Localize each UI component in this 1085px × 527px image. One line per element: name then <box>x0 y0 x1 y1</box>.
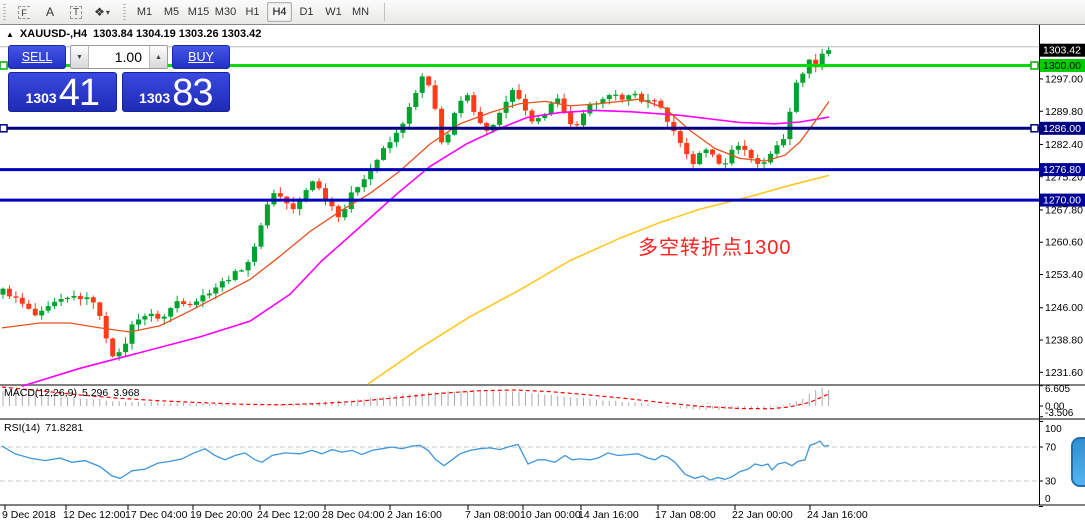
svg-text:1267.80: 1267.80 <box>1045 204 1083 216</box>
shapes-icon: ❖ <box>94 5 105 19</box>
timeframe-m5-button[interactable]: M5 <box>163 6 180 18</box>
svg-text:24 Dec 12:00: 24 Dec 12:00 <box>257 509 320 521</box>
text-icon: T <box>69 5 83 19</box>
sell-button[interactable]: SELL <box>8 45 66 69</box>
svg-text:1246.00: 1246.00 <box>1045 302 1083 314</box>
toolbar-separator <box>384 3 385 21</box>
svg-text:22 Jan 00:00: 22 Jan 00:00 <box>732 509 793 521</box>
svg-text:14 Jan 16:00: 14 Jan 16:00 <box>578 509 639 521</box>
svg-text:1231.60: 1231.60 <box>1045 367 1083 379</box>
svg-text:70: 70 <box>1045 443 1057 454</box>
one-click-trading-panel: SELL ▼ ▲ BUY 1303 41 1303 83 <box>8 45 230 112</box>
timeframe-m30-button[interactable]: M30 <box>214 6 237 18</box>
svg-text:28 Dec 04:00: 28 Dec 04:00 <box>322 509 385 521</box>
svg-text:9 Dec 2018: 9 Dec 2018 <box>2 509 56 521</box>
macd-main-value: 5.296 <box>81 387 109 399</box>
svg-text:12 Dec 12:00: 12 Dec 12:00 <box>63 509 126 521</box>
timeframe-d1-button[interactable]: D1 <box>299 6 314 18</box>
macd-name: MACD(12,26,9) <box>4 387 77 399</box>
svg-text:1282.40: 1282.40 <box>1045 139 1083 151</box>
svg-text:6.605: 6.605 <box>1045 384 1070 395</box>
chart-title: ▲ XAUUSD-,H4 1303.84 1304.19 1303.26 130… <box>6 28 261 40</box>
timeframe-h4-button[interactable]: H4 <box>267 2 292 22</box>
line-edge-marker <box>0 124 8 133</box>
volume-input[interactable] <box>89 46 149 68</box>
rsi-value: 71.8281 <box>45 422 84 434</box>
collapse-arrow-icon[interactable]: ▲ <box>6 29 14 39</box>
line-edge-marker <box>1030 61 1039 70</box>
moving-averages <box>1 98 830 387</box>
volume-increase-button[interactable]: ▲ <box>149 46 167 68</box>
svg-text:2 Jan 16:00: 2 Jan 16:00 <box>387 509 442 521</box>
volume-stepper: ▼ ▲ <box>70 45 168 69</box>
svg-text:100: 100 <box>1045 424 1062 435</box>
vertical-scrollbar-thumb[interactable] <box>1071 437 1085 487</box>
macd-signal-value: 3.968 <box>113 387 140 399</box>
svg-text:19 Dec 20:00: 19 Dec 20:00 <box>190 509 253 521</box>
macd-label: MACD(12,26,9) 5.296 3.968 <box>4 387 140 399</box>
svg-text:1300.00: 1300.00 <box>1043 60 1081 72</box>
svg-text:17 Jan 08:00: 17 Jan 08:00 <box>655 509 716 521</box>
svg-text:1297.00: 1297.00 <box>1045 73 1083 85</box>
svg-text:1286.00: 1286.00 <box>1043 123 1081 135</box>
bid-price-pips: 41 <box>58 71 100 114</box>
toolbar: F A T ❖ ▾ M1 M5 M15 M30 H1 H4 D1 W1 MN <box>0 0 1085 25</box>
text-tool-button[interactable]: T <box>64 1 88 23</box>
line-edge-marker <box>1030 124 1039 133</box>
last-price-label <box>1040 43 1085 57</box>
rsi-pane <box>0 440 1039 482</box>
rsi-name: RSI(14) <box>4 422 41 434</box>
svg-text:0.00: 0.00 <box>1045 402 1065 413</box>
text-label-tool-button[interactable]: A <box>38 1 62 23</box>
timeframe-w1-button[interactable]: W1 <box>325 6 342 18</box>
svg-text:0: 0 <box>1045 494 1051 505</box>
ohlc-values: 1303.84 1304.19 1303.26 1303.42 <box>93 28 262 40</box>
timeframe-m1-button[interactable]: M1 <box>136 6 153 18</box>
time-axis: 9 Dec 2018 12 Dec 12:00 17 Dec 04:00 19 Dec… <box>2 505 868 521</box>
chart-annotation-text: 多空转折点1300 <box>638 237 792 259</box>
timeframe-m15-button[interactable]: M15 <box>187 6 210 18</box>
svg-text:1276.80: 1276.80 <box>1043 164 1081 176</box>
svg-text:17 Dec 04:00: 17 Dec 04:00 <box>125 509 188 521</box>
bid-price-display[interactable]: 1303 41 <box>8 72 117 112</box>
macd-pane <box>1 386 830 411</box>
fibonacci-tool-button[interactable]: F <box>12 1 36 23</box>
toolbar-drag-handle[interactable] <box>3 4 8 20</box>
svg-text:10 Jan 00:00: 10 Jan 00:00 <box>520 509 581 521</box>
svg-text:30: 30 <box>1045 477 1057 488</box>
fibonacci-icon: F <box>18 5 30 19</box>
line-edge-marker <box>0 61 8 70</box>
buy-button[interactable]: BUY <box>172 45 230 69</box>
svg-text:1303.42: 1303.42 <box>1043 45 1081 57</box>
timeframe-mn-button[interactable]: MN <box>351 6 370 18</box>
svg-text:1238.80: 1238.80 <box>1045 335 1083 347</box>
shapes-tool-button[interactable]: ❖ ▾ <box>90 1 114 23</box>
text-label-icon: A <box>45 5 54 19</box>
chevron-down-icon: ▾ <box>105 7 110 17</box>
toolbar-drag-handle[interactable] <box>123 4 128 20</box>
price-axis: 1297.001289.801282.401275.201267.801260.… <box>1039 43 1085 507</box>
ask-price-pips: 83 <box>172 71 213 114</box>
svg-text:-3.506: -3.506 <box>1045 408 1074 419</box>
svg-text:7 Jan 08:00: 7 Jan 08:00 <box>465 509 520 521</box>
svg-text:1270.00: 1270.00 <box>1043 195 1081 207</box>
rsi-label: RSI(14) 71.8281 <box>4 422 83 434</box>
bid-price-integer: 1303 <box>25 90 57 106</box>
svg-text:1253.40: 1253.40 <box>1045 269 1083 281</box>
symbol-period-label: XAUUSD-,H4 <box>19 28 88 40</box>
ask-price-integer: 1303 <box>139 90 171 106</box>
timeframe-h1-button[interactable]: H1 <box>245 6 260 18</box>
volume-decrease-button[interactable]: ▼ <box>71 46 89 68</box>
svg-text:1289.80: 1289.80 <box>1045 106 1083 118</box>
svg-text:24 Jan 16:00: 24 Jan 16:00 <box>807 509 868 521</box>
svg-text:1260.60: 1260.60 <box>1045 237 1083 249</box>
ask-price-display[interactable]: 1303 83 <box>121 71 230 114</box>
